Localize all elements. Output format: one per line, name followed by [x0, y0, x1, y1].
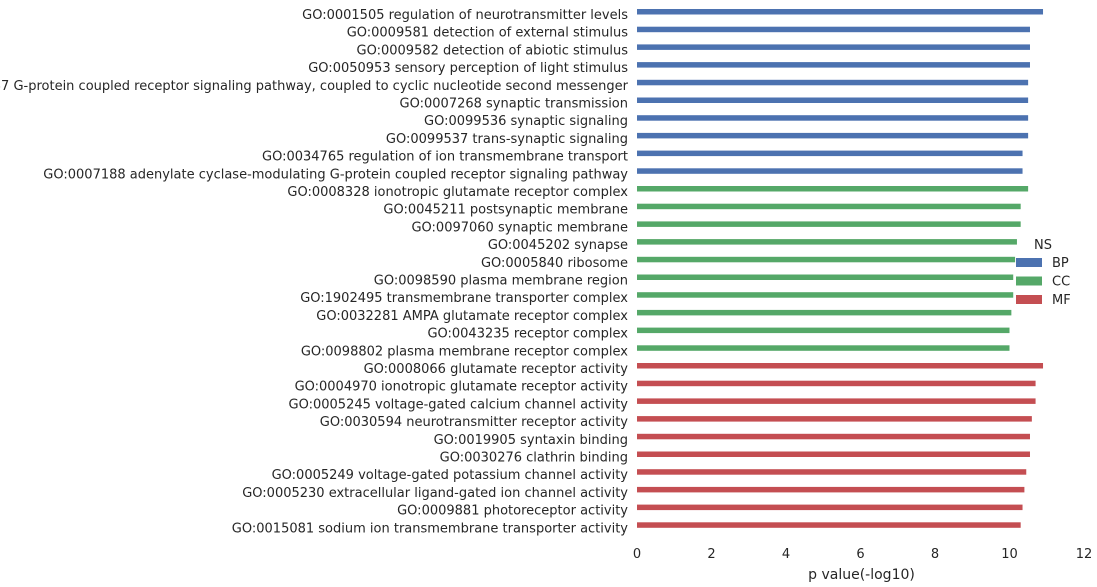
bar-cc — [637, 292, 1014, 298]
bar-bp — [637, 115, 1029, 121]
category-label: GO:0099536 synaptic signaling — [424, 114, 628, 129]
bar-bp — [637, 26, 1030, 33]
bar-bp — [637, 132, 1029, 139]
x-tick-label: 0 — [633, 547, 641, 562]
x-tick-label: 10 — [1001, 547, 1018, 562]
bar-cc — [637, 309, 1012, 316]
category-label: GO:0005245 voltage-gated calcium channel… — [289, 397, 629, 412]
x-tick-label: 6 — [856, 547, 864, 562]
category-label: GO:0009881 photoreceptor activity — [397, 504, 628, 519]
legend: NS BP CC MF — [1016, 238, 1071, 308]
category-label: GO:0008328 ionotropic glutamate receptor… — [287, 185, 628, 200]
category-label: GO:0004970 ionotropic glutamate receptor… — [295, 380, 629, 395]
bar-cc — [637, 203, 1021, 210]
legend-label-bp: BP — [1052, 256, 1069, 271]
legend-label-cc: CC — [1052, 275, 1070, 290]
bar-bp — [637, 79, 1029, 86]
category-label: GO:0007187 G-protein coupled receptor si… — [0, 79, 629, 94]
legend-title: NS — [1034, 238, 1052, 253]
legend-swatch-mf — [1016, 295, 1042, 304]
category-label: GO:0007188 adenylate cyclase-modulating … — [43, 167, 628, 182]
bar-series — [637, 9, 1044, 528]
category-label: GO:0030276 clathrin binding — [440, 451, 628, 466]
category-labels: GO:0001505 regulation of neurotransmitte… — [0, 8, 629, 536]
category-label: GO:0098590 plasma membrane region — [374, 274, 628, 289]
category-label: GO:0043235 receptor complex — [427, 327, 628, 342]
x-axis-title: p value(-log10) — [808, 567, 915, 583]
category-label: GO:0005230 extracellular ligand-gated io… — [242, 486, 628, 501]
category-label: GO:0098802 plasma membrane receptor comp… — [301, 344, 628, 359]
category-label: GO:0034765 regulation of ion transmembra… — [262, 150, 628, 165]
bar-cc — [637, 345, 1010, 351]
bar-cc — [637, 274, 1014, 280]
bar-bp — [637, 44, 1030, 50]
category-label: GO:0001505 regulation of neurotransmitte… — [302, 8, 628, 23]
category-label: GO:0032281 AMPA glutamate receptor compl… — [316, 309, 628, 324]
bar-bp — [637, 97, 1029, 103]
category-label: GO:0009582 detection of abiotic stimulus — [357, 43, 629, 58]
category-label: GO:0030594 neurotransmitter receptor act… — [320, 415, 629, 430]
bar-bp — [637, 62, 1030, 68]
bar-mf — [637, 504, 1023, 511]
bar-cc — [637, 239, 1017, 245]
bar-bp — [637, 168, 1023, 174]
category-label: GO:0015081 sodium ion transmembrane tran… — [232, 521, 628, 536]
category-label: GO:0045202 synapse — [488, 238, 628, 253]
bar-cc — [637, 221, 1021, 227]
bar-mf — [637, 398, 1036, 404]
category-label: GO:0008066 glutamate receptor activity — [364, 362, 629, 377]
legend-swatch-cc — [1016, 276, 1042, 286]
category-label: GO:0007268 synaptic transmission — [400, 97, 628, 112]
bar-cc — [637, 256, 1016, 263]
bar-cc — [637, 327, 1010, 334]
bar-mf — [637, 451, 1030, 457]
category-label: GO:0050953 sensory perception of light s… — [308, 61, 628, 76]
bar-mf — [637, 363, 1044, 369]
x-tick-label: 8 — [931, 547, 939, 562]
bar-bp — [637, 150, 1023, 157]
x-tick-label: 4 — [782, 547, 790, 562]
category-label: GO:0097060 synaptic membrane — [411, 220, 628, 235]
category-label: GO:0045211 postsynaptic membrane — [383, 203, 628, 218]
category-label: GO:0005249 voltage-gated potassium chann… — [272, 468, 629, 483]
bar-bp — [637, 9, 1044, 15]
bar-mf — [637, 486, 1025, 493]
bar-mf — [637, 469, 1027, 475]
category-label: GO:1902495 transmembrane transporter com… — [300, 291, 628, 306]
category-label: GO:0099537 trans-synaptic signaling — [386, 132, 628, 147]
x-axis: 0 2 4 6 8 10 12 — [633, 547, 1092, 562]
bar-mf — [637, 380, 1036, 387]
bar-mf — [637, 522, 1021, 528]
legend-label-mf: MF — [1052, 293, 1071, 308]
x-tick-label: 12 — [1076, 547, 1093, 562]
category-label: GO:0009581 detection of external stimulu… — [347, 26, 629, 41]
bar-cc — [637, 186, 1029, 192]
bar-mf — [637, 433, 1030, 440]
category-label: GO:0005840 ribosome — [481, 256, 628, 271]
legend-swatch-bp — [1016, 258, 1042, 267]
category-label: GO:0019905 syntaxin binding — [434, 433, 628, 448]
x-tick-label: 2 — [707, 547, 715, 562]
bar-mf — [637, 416, 1032, 422]
